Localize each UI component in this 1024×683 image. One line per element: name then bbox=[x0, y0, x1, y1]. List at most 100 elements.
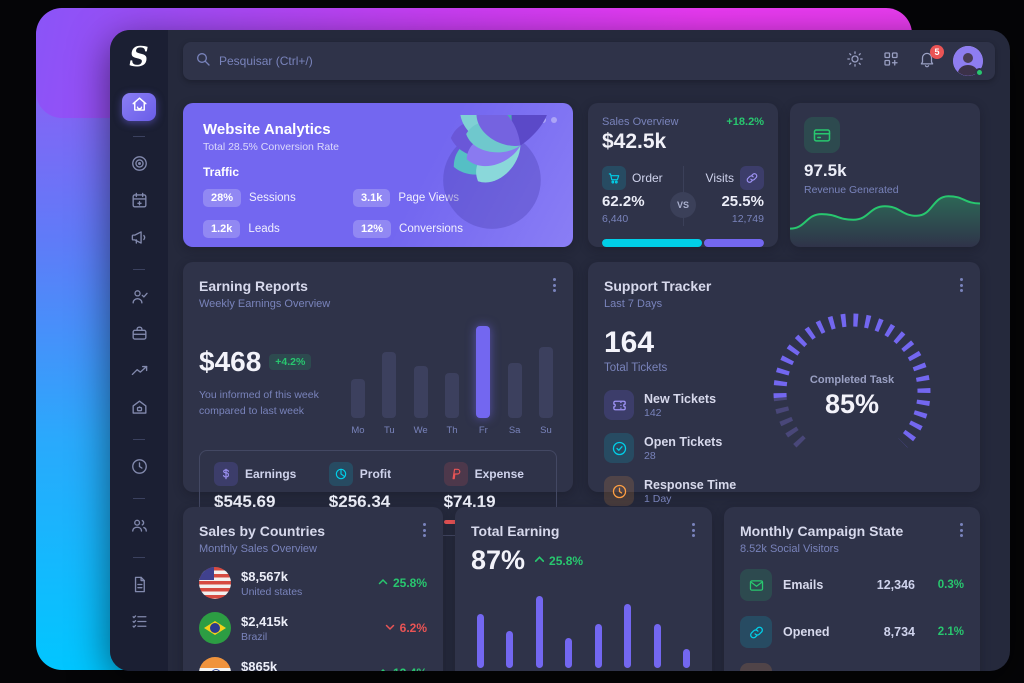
weekly-bar bbox=[445, 373, 460, 418]
total-earning-change: 25.8% bbox=[549, 553, 584, 568]
sidebar-item-bank[interactable] bbox=[122, 396, 156, 424]
gauge-value: 85% bbox=[824, 389, 880, 419]
dashboard-window: S bbox=[110, 30, 1010, 671]
spark-icon bbox=[740, 663, 772, 671]
campaign-value: 8,734 bbox=[883, 625, 915, 639]
chevron-up-icon bbox=[377, 666, 389, 671]
earning-bar bbox=[477, 614, 484, 668]
order-visits-split: Order 62.2% 6,440 VS Visits 25.5% 12,749 bbox=[602, 166, 764, 226]
country-row-us: $8,567k United states 25.8% bbox=[199, 567, 427, 599]
summary-label: Expense bbox=[474, 467, 524, 481]
megaphone-icon bbox=[130, 228, 149, 252]
weekly-bar bbox=[382, 352, 397, 418]
weekly-bar-label: Fr bbox=[478, 425, 488, 436]
sidebar-item-calendar[interactable] bbox=[122, 189, 156, 217]
sidebar-item-target[interactable] bbox=[122, 152, 156, 180]
website-analytics-card: Website Analytics Total 28.5% Conversion… bbox=[183, 103, 573, 247]
chevron-up-icon bbox=[533, 553, 546, 569]
summary-label: Earnings bbox=[245, 467, 297, 481]
earning-reports-card: Earning Reports Weekly Earnings Overview… bbox=[183, 262, 573, 536]
theme-toggle-button[interactable] bbox=[845, 50, 865, 73]
search-bar[interactable] bbox=[195, 51, 845, 72]
notifications-button[interactable]: 5 bbox=[917, 45, 944, 71]
stat-label: Leads bbox=[248, 223, 280, 235]
country-amount: $8,567k bbox=[241, 568, 288, 584]
card-menu-button[interactable] bbox=[954, 276, 968, 294]
visits-progress-segment bbox=[704, 239, 764, 247]
online-status-dot bbox=[975, 68, 984, 77]
sidebar: S bbox=[110, 30, 168, 671]
trending-chart-icon bbox=[130, 361, 149, 385]
users-icon bbox=[130, 516, 149, 540]
user-avatar[interactable] bbox=[953, 46, 984, 77]
card-menu-button[interactable] bbox=[417, 521, 431, 539]
country-name: United states bbox=[241, 585, 303, 598]
weekly-bar-label: We bbox=[413, 425, 428, 436]
sidebar-item-statistics[interactable] bbox=[122, 359, 156, 387]
clock-icon bbox=[604, 476, 634, 506]
card-menu-button[interactable] bbox=[686, 521, 700, 539]
chevron-up-icon bbox=[377, 576, 389, 591]
sidebar-item-home[interactable] bbox=[122, 93, 156, 121]
country-change: 12.4% bbox=[393, 666, 427, 671]
bank-icon bbox=[130, 398, 149, 422]
document-icon bbox=[130, 575, 149, 599]
home-icon bbox=[130, 95, 149, 119]
card-title: Monthly Campaign State bbox=[740, 523, 904, 539]
total-earning-card: Total Earning 87% 25.8% bbox=[455, 507, 712, 671]
campaign-row-opened: Opened 8,734 2.1% bbox=[740, 616, 964, 648]
sidebar-item-briefcase[interactable] bbox=[122, 322, 156, 350]
search-input[interactable] bbox=[219, 54, 519, 68]
weekly-bar bbox=[413, 366, 428, 418]
order-progress-segment bbox=[602, 239, 703, 247]
stat-label: Open Tickets bbox=[644, 434, 723, 449]
sidebar-divider bbox=[133, 439, 145, 440]
app-logo[interactable]: S bbox=[129, 42, 149, 73]
summary-value: $74.19 bbox=[443, 492, 496, 511]
sidebar-item-documents[interactable] bbox=[122, 573, 156, 601]
traffic-stat-conversions: 12% Conversions bbox=[353, 220, 523, 238]
campaign-change: 0.3% bbox=[937, 579, 964, 591]
traffic-section-label: Traffic bbox=[203, 165, 240, 179]
link-icon bbox=[740, 616, 772, 648]
stat-open-tickets: Open Tickets 28 bbox=[604, 433, 964, 463]
apps-shortcut-button[interactable] bbox=[881, 51, 901, 71]
card-menu-button[interactable] bbox=[547, 276, 561, 294]
topbar-actions: 5 bbox=[845, 45, 984, 77]
carousel-dot-3[interactable] bbox=[551, 117, 557, 123]
card-subtitle: Weekly Earnings Overview bbox=[199, 298, 331, 310]
card-subtitle: Last 7 Days bbox=[604, 298, 663, 310]
pie-chart-icon bbox=[328, 462, 353, 486]
weekly-amount: $468 bbox=[199, 346, 262, 377]
campaign-row-emails: Emails 12,346 0.3% bbox=[740, 569, 964, 601]
topbar: 5 bbox=[183, 42, 995, 80]
card-subtitle: 8.52k Social Visitors bbox=[740, 543, 839, 555]
sun-icon bbox=[846, 50, 864, 73]
total-earning-chart bbox=[471, 594, 696, 671]
vs-badge: VS bbox=[670, 192, 696, 218]
revenue-value: 97.5k bbox=[804, 161, 847, 180]
stat-value-pill: 3.1k bbox=[353, 189, 391, 207]
revenue-label: Revenue Generated bbox=[804, 184, 899, 196]
sidebar-item-user-check[interactable] bbox=[122, 285, 156, 313]
sidebar-item-announcements[interactable] bbox=[122, 226, 156, 254]
check-circle-icon bbox=[604, 433, 634, 463]
sidebar-item-history[interactable] bbox=[122, 455, 156, 483]
card-subtitle: Monthly Sales Overview bbox=[199, 543, 317, 555]
card-menu-button[interactable] bbox=[954, 521, 968, 539]
sidebar-divider bbox=[133, 498, 145, 499]
earning-bar bbox=[565, 638, 573, 668]
credit-card-icon bbox=[804, 117, 840, 153]
sidebar-item-users[interactable] bbox=[122, 514, 156, 542]
summary-label: Profit bbox=[359, 467, 392, 481]
grid-plus-icon bbox=[882, 50, 900, 73]
sidebar-item-tasks[interactable] bbox=[122, 610, 156, 638]
revenue-generated-card: 97.5k Revenue Generated bbox=[790, 103, 980, 247]
envelope-icon bbox=[740, 569, 772, 601]
country-amount: $865k bbox=[241, 658, 278, 672]
country-name: Brazil bbox=[241, 630, 268, 643]
stat-value-pill: 28% bbox=[203, 189, 242, 207]
stat-label: Response Time bbox=[644, 477, 737, 492]
weekly-bar bbox=[351, 379, 365, 418]
sphere-illustration bbox=[443, 115, 550, 229]
